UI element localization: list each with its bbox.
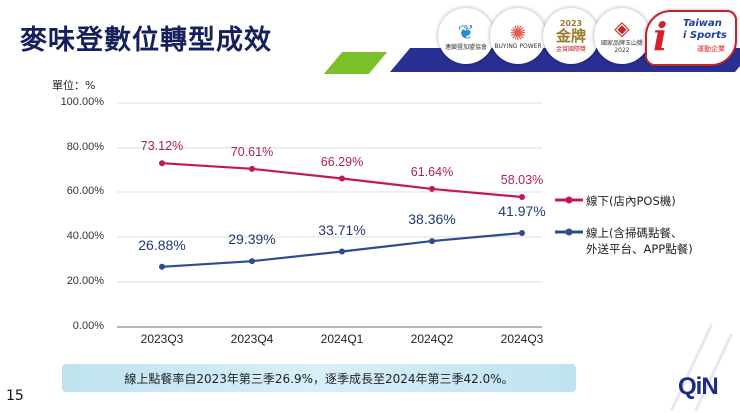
y-tick: 40.00% (66, 230, 104, 242)
data-label-offline: 70.61% (230, 145, 274, 159)
data-point (159, 160, 165, 167)
data-point (159, 263, 165, 270)
y-tick: 100.00% (60, 96, 104, 108)
x-tick: 2024Q1 (320, 332, 364, 346)
award-badge-taiwan-isports: i Taiwan i Sports 運動企業 (645, 10, 737, 66)
leaf-globe-icon: ❦ (457, 19, 475, 44)
badge-sub: 金賞國際獎 (555, 46, 586, 53)
badge-text: BUYING POWER (494, 42, 542, 50)
data-label-online: 29.39% (228, 231, 276, 247)
badge-text: 連鎖暨加盟協會 (444, 43, 487, 51)
page-title: 麥味登數位轉型成效 (20, 25, 272, 56)
data-label-offline: 58.03% (500, 173, 544, 187)
badge-line2: i Sports (683, 30, 727, 41)
summary-note: 線上點餐率自2023年第三季26.9%，逐季成長至2024年第三季42.0%。 (62, 364, 576, 392)
series-online-line (159, 229, 525, 270)
data-label-offline: 73.12% (140, 139, 184, 153)
data-label-online: 33.71% (318, 222, 366, 238)
y-tick: 0.00% (72, 320, 104, 332)
y-tick: 80.00% (66, 141, 104, 153)
award-badge-gold-2023: 2023 金牌 金賞國際獎 (543, 8, 599, 64)
series-offline-line (159, 160, 525, 201)
x-tick: 2023Q3 (140, 332, 184, 346)
x-tick: 2023Q4 (230, 332, 274, 346)
x-tick: 2024Q3 (500, 332, 544, 346)
data-point (519, 194, 525, 201)
diamond-grid-icon: ◈ (614, 16, 630, 40)
legend-label-offline: 線下(店內POS機) (586, 194, 676, 208)
qin-logo: QiN (678, 373, 719, 400)
legend-label-online-line1: 線上(含掃碼點餐、 (586, 226, 683, 240)
unit-label: 單位：% (52, 79, 96, 92)
data-point (339, 248, 345, 255)
x-tick: 2024Q2 (410, 332, 454, 346)
pinwheel-icon: ✺ (509, 20, 527, 45)
page-number: 15 (6, 388, 24, 404)
data-point (519, 229, 525, 236)
badge-year: 2022 (614, 47, 630, 54)
badge-text: 國家品牌玉山獎 (600, 40, 643, 47)
award-badge-chain-association: ❦ 連鎖暨加盟協會 (438, 8, 494, 64)
badge-line3: 運動企業 (697, 45, 725, 53)
badge-title: 金牌 (555, 27, 586, 45)
legend-swatch-offline (555, 196, 583, 204)
award-badge-national-brand: ◈ 國家品牌玉山獎 2022 (594, 8, 650, 64)
badge-year: 2023 (559, 19, 583, 28)
y-tick: 60.00% (66, 185, 104, 197)
data-label-online: 41.97% (498, 203, 546, 219)
legend-swatch-online (555, 228, 583, 236)
data-label-offline: 66.29% (320, 155, 364, 169)
data-point (249, 165, 255, 172)
award-badge-buying-power: ✺ BUYING POWER (490, 8, 546, 64)
data-label-offline: 61.64% (410, 165, 454, 179)
legend-label-online: 線上(含掃碼點餐、 外送平台、APP點餐) (586, 225, 693, 257)
i-sports-logo-icon: i (653, 14, 668, 59)
data-point (249, 258, 255, 265)
data-label-online: 26.88% (138, 237, 186, 253)
badge-line1: Taiwan (683, 18, 722, 29)
legend-label-online-line2: 外送平台、APP點餐) (586, 242, 693, 256)
data-point (429, 185, 435, 192)
data-point (429, 238, 435, 245)
data-point (339, 175, 345, 182)
data-label-online: 38.36% (408, 211, 456, 227)
y-tick: 20.00% (66, 275, 104, 287)
